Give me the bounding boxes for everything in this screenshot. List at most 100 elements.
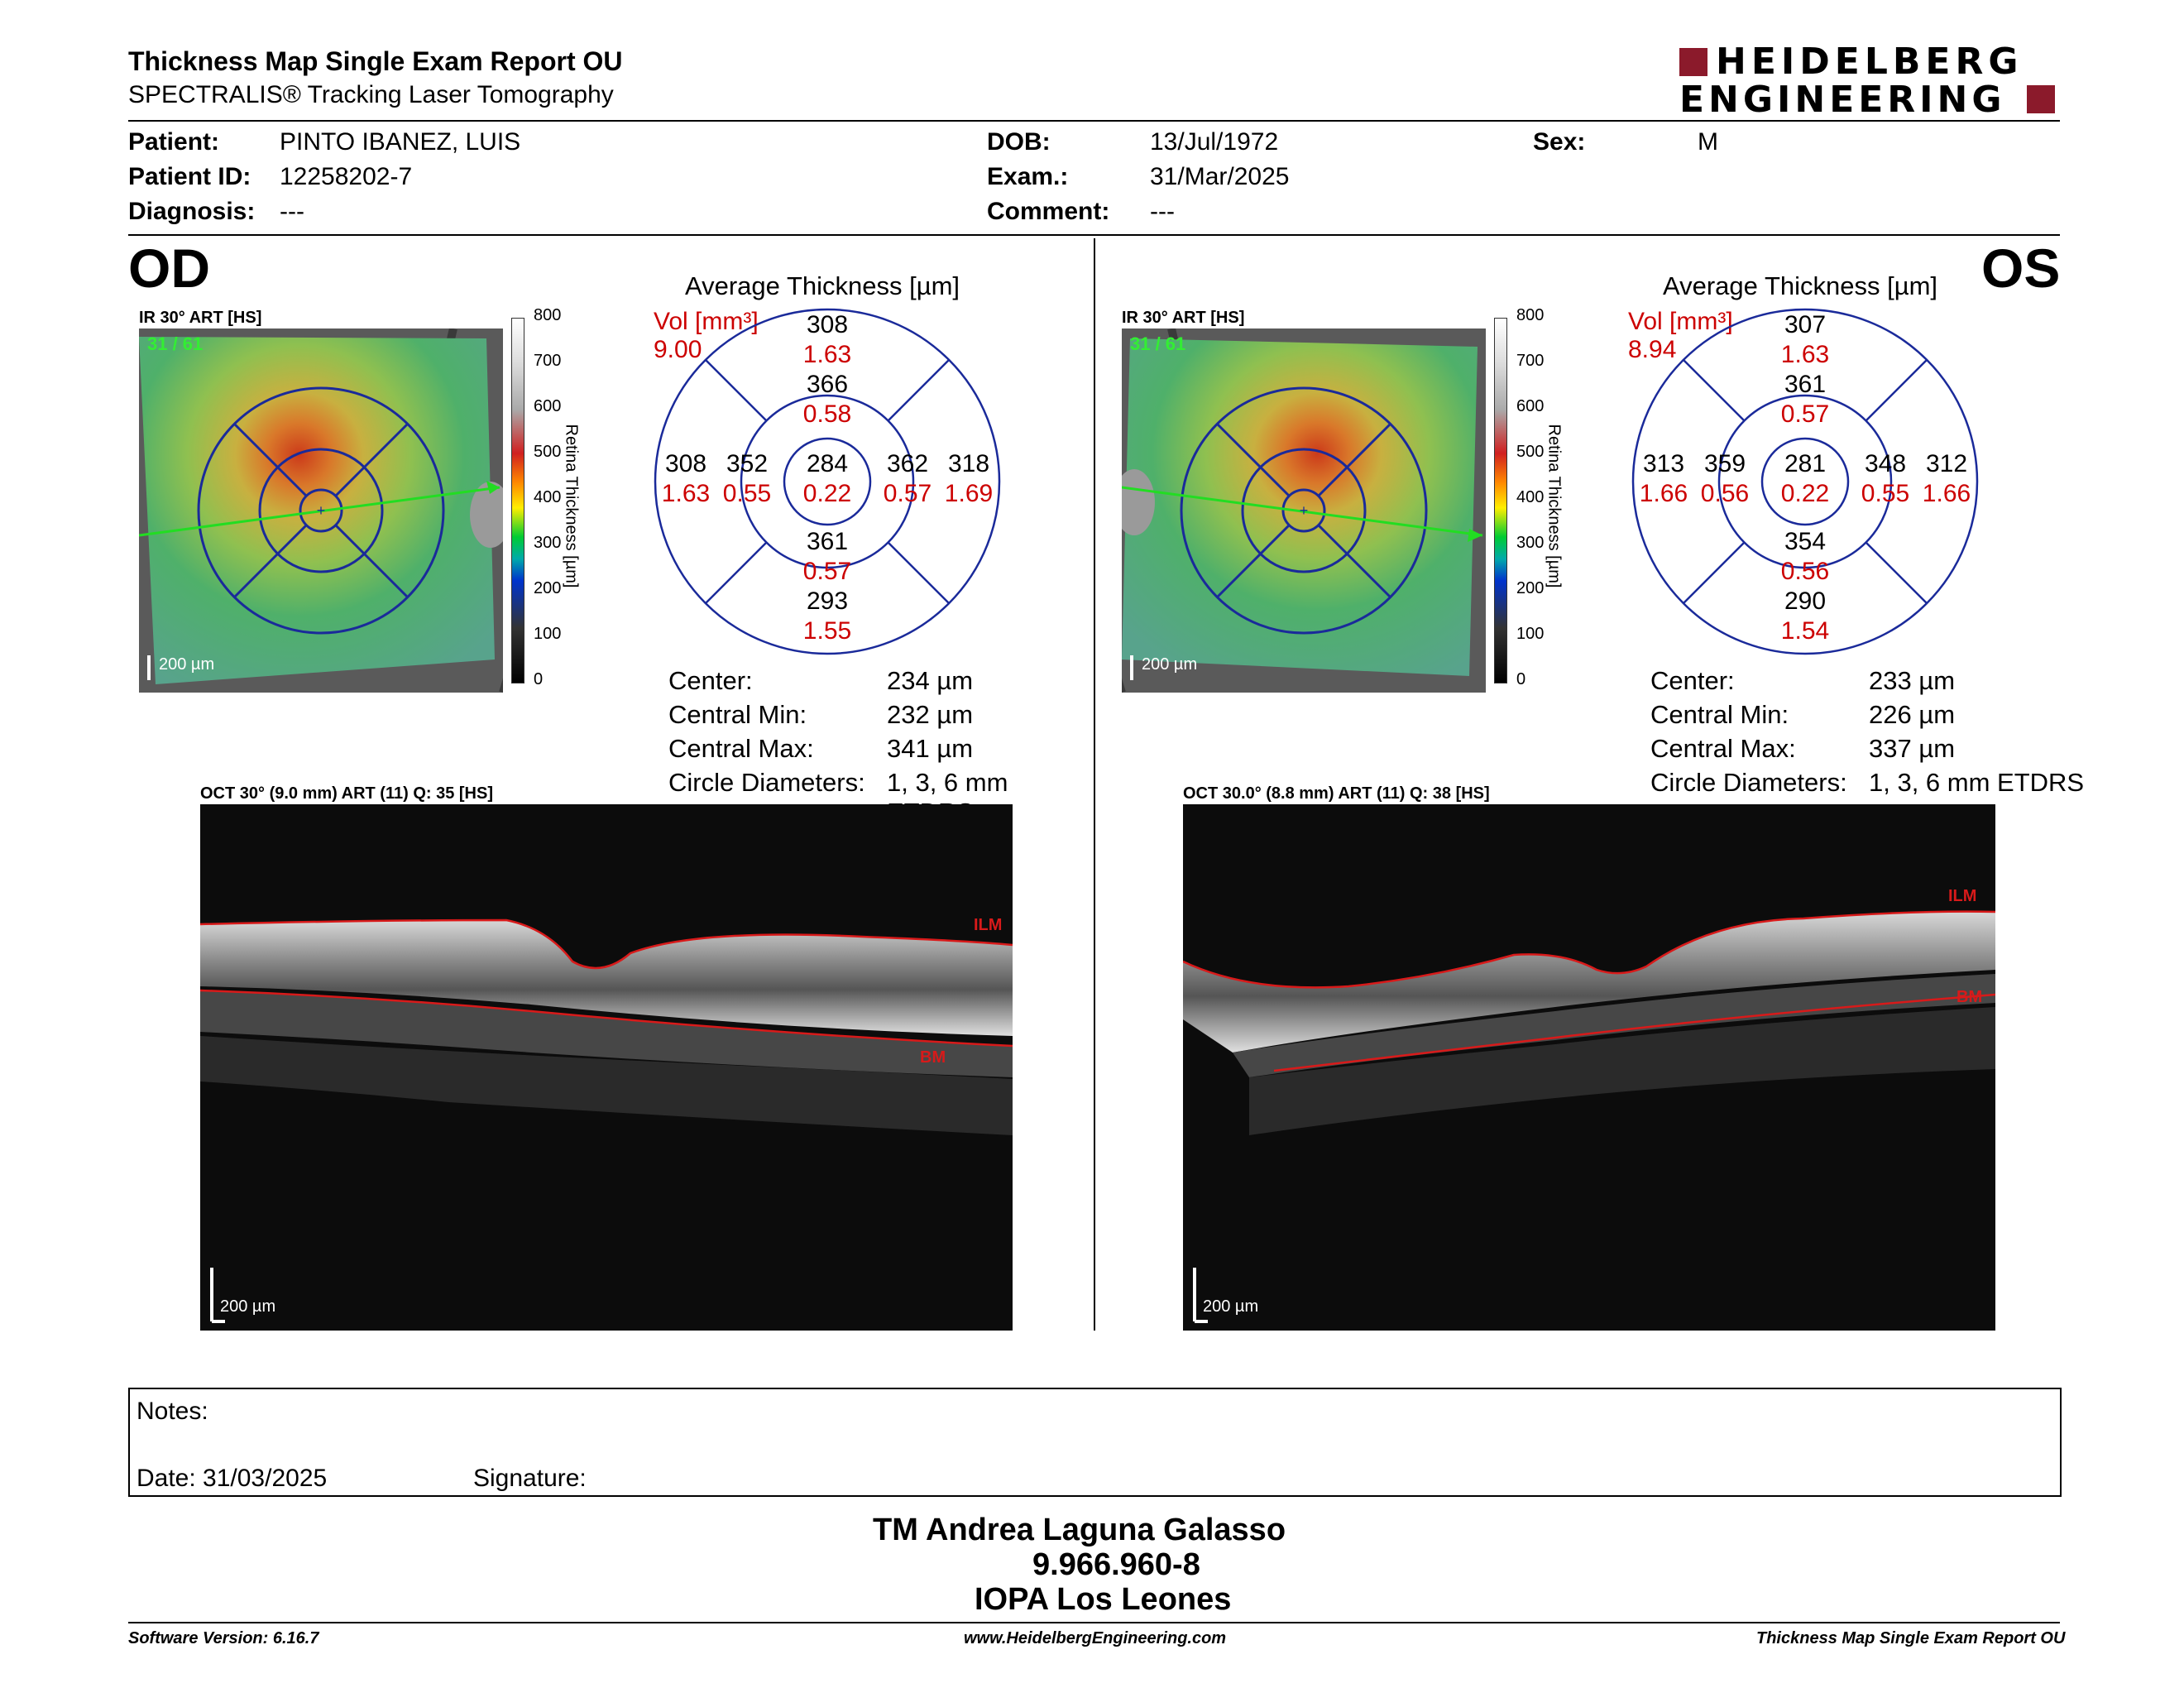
dob-label: DOB: (987, 128, 1051, 156)
od-oct-scale-label: 200 µm (220, 1297, 276, 1316)
exam-value: 31/Mar/2025 (1150, 163, 1290, 190)
od-stat-center-label: Center: (668, 666, 753, 695)
od-inner-left-thickness: 352 (726, 450, 769, 477)
od-inner-top-volume: 0.58 (802, 400, 852, 428)
od-stat-min-label: Central Min: (668, 700, 807, 729)
os-frame-counter: 31 / 61 (1130, 333, 1186, 354)
dob-value: 13/Jul/1972 (1150, 128, 1279, 156)
patient-id: 12258202-7 (280, 163, 413, 190)
od-stat-diam-label: Circle Diameters: (668, 768, 865, 797)
tick: 700 (1516, 352, 1545, 370)
logo-square-top (1679, 48, 1707, 76)
os-stat-diam-value: 1, 3, 6 mm ETDRS (1869, 768, 2085, 797)
footer-software: Software Version: 6.16.7 (128, 1629, 319, 1647)
od-bm-label: BM (920, 1048, 946, 1067)
os-oct-svg (1183, 910, 1995, 1323)
header-divider (128, 120, 2060, 122)
sex-value: M (1698, 128, 1718, 156)
od-scale-bar (147, 655, 151, 680)
od-scale-label: 200 µm (159, 655, 215, 674)
footer-website-link[interactable]: www.HeidelbergEngineering.com (964, 1629, 1227, 1647)
signoff-rut: 9.966.960-8 (1032, 1547, 1200, 1582)
od-frame-counter: 31 / 61 (147, 333, 204, 354)
os-colorbar-ticks: 800 700 600 500 400 300 200 100 0 (1516, 306, 1566, 703)
center-divider (1094, 238, 1095, 1331)
os-vol-value: 8.94 (1628, 336, 1677, 363)
tick: 300 (534, 534, 562, 552)
od-inner-right-thickness: 362 (886, 450, 929, 477)
os-stat-min-label: Central Min: (1650, 700, 1789, 729)
os-outer-right-volume: 1.66 (1922, 480, 1971, 507)
os-stat-center-value: 233 µm (1869, 666, 1956, 695)
os-inner-top-volume: 0.57 (1780, 400, 1830, 428)
os-scale-label: 200 µm (1142, 655, 1198, 674)
os-ir-title: IR 30° ART [HS] (1122, 309, 1245, 327)
od-center-volume: 0.22 (802, 480, 852, 507)
footer-divider (128, 1622, 2060, 1623)
heidelberg-logo: HEIDELBERG ENGINEERING (1679, 41, 2060, 121)
notes-box: Notes: Date: 31/03/2025 Signature: (128, 1388, 2062, 1497)
os-outer-left-thickness: 313 (1642, 450, 1685, 477)
os-outer-top-volume: 1.63 (1780, 341, 1830, 368)
od-etdrs-grid: 308 1.63 366 0.58 308 1.63 352 0.55 284 … (654, 308, 1001, 655)
od-stat-max-label: Central Max: (668, 734, 814, 763)
tick: 200 (534, 579, 562, 597)
os-oct-title: OCT 30.0° (8.8 mm) ART (11) Q: 38 [HS] (1183, 784, 1490, 803)
logo-word-heidelberg: HEIDELBERG (1716, 41, 2024, 83)
od-inner-top-thickness: 366 (806, 371, 849, 398)
od-stat-min-value: 232 µm (887, 700, 974, 729)
os-etdrs-svg (1631, 308, 1979, 655)
patient-id-label: Patient ID: (128, 163, 251, 190)
exam-label: Exam.: (987, 163, 1069, 190)
tick: 0 (534, 670, 544, 688)
svg-text:+: + (1300, 502, 1309, 519)
os-inner-left-volume: 0.56 (1700, 480, 1750, 507)
od-ir-title: IR 30° ART [HS] (139, 309, 262, 327)
od-oct-title: OCT 30° (9.0 mm) ART (11) Q: 35 [HS] (200, 784, 493, 803)
od-outer-left-volume: 1.63 (661, 480, 711, 507)
os-eye-label: OS (1981, 237, 2061, 299)
os-ilm-label: ILM (1948, 887, 1977, 905)
os-colorbar (1494, 318, 1507, 683)
os-stat-center-label: Center: (1650, 666, 1735, 695)
od-avg-title: Average Thickness [µm] (685, 271, 960, 300)
od-map-svg: + (139, 328, 503, 693)
os-center-thickness: 281 (1784, 450, 1827, 477)
os-colorbar-label: Retina Thickness [µm] (1545, 424, 1564, 588)
od-center-thickness: 284 (806, 450, 849, 477)
os-inner-bottom-thickness: 354 (1784, 528, 1827, 555)
os-inner-left-thickness: 359 (1703, 450, 1746, 477)
os-bm-label: BM (1956, 988, 1983, 1006)
od-oct-scan: ILM BM 200 µm (200, 804, 1013, 1331)
notes-signature-label: Signature: (473, 1465, 587, 1492)
od-colorbar-ticks: 800 700 600 500 400 300 200 100 0 (534, 306, 583, 703)
tick: 0 (1516, 670, 1526, 688)
od-outer-right-volume: 1.69 (944, 480, 994, 507)
tick: 100 (1516, 625, 1545, 643)
od-inner-bottom-volume: 0.57 (802, 558, 852, 585)
os-oct-scale-label: 200 µm (1203, 1297, 1259, 1316)
od-thickness-map: + 31 / 61 200 µm (139, 328, 503, 693)
signoff-name: TM Andrea Laguna Galasso (873, 1513, 1286, 1547)
tick: 800 (1516, 306, 1545, 324)
os-inner-top-thickness: 361 (1784, 371, 1827, 398)
os-scale-bar (1130, 655, 1133, 680)
tick: 400 (1516, 488, 1545, 506)
od-outer-top-thickness: 308 (806, 311, 849, 338)
os-map-svg: + (1122, 328, 1486, 693)
os-vol-label: Vol [mm³] (1628, 308, 1733, 335)
od-stat-max-value: 341 µm (887, 734, 974, 763)
notes-date: Date: 31/03/2025 (136, 1465, 328, 1492)
os-thickness-map: + 31 / 61 200 µm (1122, 328, 1486, 693)
os-outer-bottom-thickness: 290 (1784, 587, 1827, 615)
svg-text:+: + (317, 502, 326, 519)
notes-label: Notes: (136, 1398, 208, 1425)
od-outer-bottom-thickness: 293 (806, 587, 849, 615)
tick: 700 (534, 352, 562, 370)
od-outer-right-thickness: 318 (947, 450, 990, 477)
os-etdrs-grid: 307 1.63 361 0.57 313 1.66 359 0.56 281 … (1631, 308, 1979, 655)
os-inner-right-volume: 0.55 (1861, 480, 1910, 507)
signoff-institution: IOPA Los Leones (975, 1582, 1232, 1617)
od-inner-right-volume: 0.57 (883, 480, 932, 507)
patient-name: PINTO IBANEZ, LUIS (280, 128, 521, 156)
